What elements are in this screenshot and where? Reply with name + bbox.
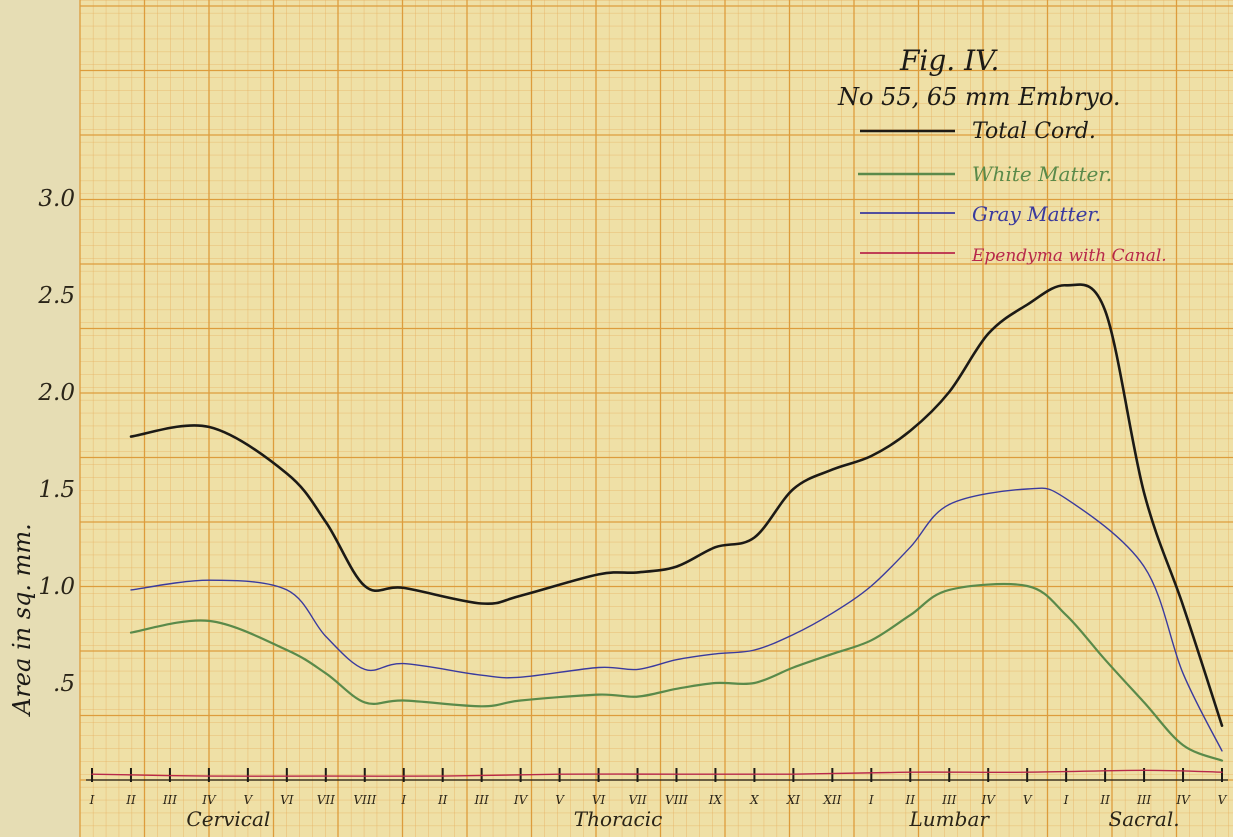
x-tick-label: IV: [1175, 793, 1191, 807]
x-tick-label: X: [749, 793, 759, 807]
x-tick-label: VII: [317, 793, 335, 807]
x-tick-label: I: [89, 793, 95, 807]
y-tick-label: 2.5: [37, 283, 75, 309]
y-tick-label: 2.0: [37, 380, 75, 406]
x-tick-label: V: [1023, 793, 1033, 807]
chart-subtitle: No 55, 65 mm Embryo.: [837, 83, 1121, 111]
x-tick-label: II: [437, 793, 448, 807]
x-tick-label: V: [555, 793, 565, 807]
x-tick-label: XI: [786, 793, 801, 807]
region-label: Sacral.: [1109, 807, 1180, 831]
y-tick-label: 1.0: [38, 574, 75, 600]
series-line-gray-matter: [130, 487, 1223, 752]
legend-label-ependyma: Ependyma with Canal.: [971, 246, 1167, 266]
x-tick-label: II: [905, 793, 916, 807]
y-tick-label: 3.0: [38, 186, 75, 212]
region-label: Thoracic: [574, 807, 663, 831]
minor-grid: [80, 0, 1233, 837]
series-line-total-cord: [129, 283, 1224, 727]
x-tick-label: III: [1136, 793, 1151, 807]
legend-label-total: Total Cord.: [972, 119, 1096, 144]
region-label: Cervical: [186, 807, 270, 831]
legend-label-gray: Gray Matter.: [972, 202, 1101, 226]
x-tick-label: II: [125, 793, 136, 807]
region-label: Lumbar: [909, 807, 991, 831]
y-tick-labels: .5 1.0 1.5 2.0 2.5 3.0: [37, 186, 75, 697]
x-tick-label: II: [1099, 793, 1110, 807]
x-tick-label: I: [868, 793, 874, 807]
x-tick-label: VII: [628, 793, 646, 807]
x-tick-label: III: [941, 793, 956, 807]
x-tick-label: VIII: [665, 793, 688, 807]
x-tick-label: I: [400, 793, 406, 807]
series-line-ependyma-with-canal: [91, 769, 1223, 777]
y-tick-label: .5: [53, 671, 75, 697]
x-tick-labels: I II III IV V VI VII VIII I II III IV V VI VII VIII IX X X…: [89, 793, 1228, 807]
series-line-white-matter: [129, 582, 1224, 762]
x-tick-label: IV: [513, 793, 529, 807]
x-tick-label: IV: [981, 793, 997, 807]
x-tick-label: VI: [592, 793, 606, 807]
paper-margin: [0, 0, 80, 837]
series-lines: [91, 283, 1224, 777]
legend-label-white: White Matter.: [972, 162, 1112, 186]
chart-title: Fig. IV.: [899, 44, 999, 77]
region-labels: Cervical Thoracic Lumbar Sacral.: [186, 807, 1179, 831]
y-axis-label: Area in sq. mm.: [8, 523, 36, 717]
x-tick-label: VI: [280, 793, 294, 807]
x-tick-label: XII: [822, 793, 841, 807]
x-tick-label: I: [1063, 793, 1069, 807]
x-tick-label: V: [1218, 793, 1228, 807]
x-tick-label: V: [244, 793, 254, 807]
x-tick-label: IV: [201, 793, 217, 807]
legend: Total Cord. White Matter. Gray Matter. E…: [858, 119, 1167, 266]
x-tick-label: VIII: [353, 793, 376, 807]
x-tick-label: III: [162, 793, 177, 807]
y-tick-label: 1.5: [38, 477, 75, 503]
x-tick-label: III: [474, 793, 489, 807]
major-grid: [79, 0, 1233, 837]
x-axis-baseline: [86, 768, 1228, 782]
x-tick-label: IX: [708, 793, 723, 807]
